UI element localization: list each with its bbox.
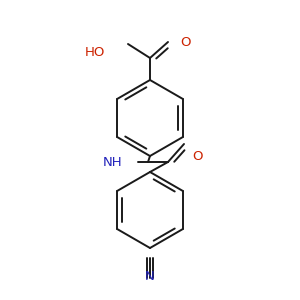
Text: NH: NH (102, 155, 122, 169)
Text: HO: HO (85, 46, 105, 59)
Text: O: O (180, 35, 190, 49)
Text: N: N (145, 269, 155, 283)
Text: O: O (192, 149, 202, 163)
